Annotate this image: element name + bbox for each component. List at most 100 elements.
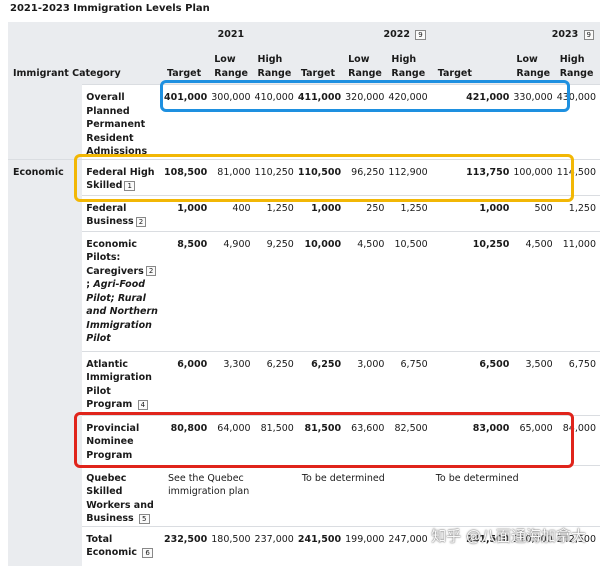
cell: 112,900: [388, 158, 432, 195]
cell: 410,000: [254, 84, 298, 159]
table-row-federal-business: Federal Business 2 1,000 400 1,250 1,000 …: [8, 194, 600, 231]
subcol-high: High Range: [556, 48, 600, 85]
cell: 110,500: [297, 158, 346, 195]
cell: 108,500: [163, 158, 212, 195]
cell: 65,000: [513, 414, 557, 465]
cell: 113,750: [431, 158, 514, 195]
cell: 1,250: [388, 194, 432, 231]
cell: 330,000: [513, 84, 557, 159]
cell: 6,000: [163, 350, 212, 415]
table-row-federal-high-skilled: Economic Federal High Skilled 1 108,500 8…: [8, 158, 600, 195]
cell: 64,000: [211, 414, 255, 465]
sort-icon[interactable]: 9: [583, 29, 594, 40]
row-label: Provincial Nominee Program: [82, 414, 164, 465]
cell: 80,800: [163, 414, 212, 465]
quebec-plan-link[interactable]: See the Quebec immigration plan: [163, 464, 298, 526]
cell: 114,500: [556, 158, 600, 195]
cell: 180,500: [211, 525, 255, 566]
row-label: Economic Pilots: Caregivers 2; Agri-Food …: [82, 230, 164, 351]
cell: 81,500: [254, 414, 298, 465]
cell: 4,500: [513, 230, 557, 351]
cell: 237,000: [254, 525, 298, 566]
row-label: Atlantic Immigration Pilot Program 4: [82, 350, 164, 415]
cell: 320,000: [345, 84, 389, 159]
cell: 6,250: [254, 350, 298, 415]
cell: 4,900: [211, 230, 255, 351]
subcol-target: Target: [431, 48, 514, 85]
cell: 6,250: [297, 350, 346, 415]
footnote-link[interactable]: 6: [142, 547, 153, 558]
subcol-high: High Range: [388, 48, 432, 85]
footnote-link[interactable]: 2: [145, 266, 157, 276]
table-row-quebec: Quebec Skilled Workers and Business 5 Se…: [8, 464, 600, 526]
cell: 3,000: [345, 350, 389, 415]
subcol-low: Low Range: [513, 48, 557, 85]
cell: 6,750: [556, 350, 600, 415]
cell: 6,500: [431, 350, 514, 415]
cell: 401,000: [163, 84, 212, 159]
subcol-low: Low Range: [211, 48, 255, 85]
cell: 81,000: [211, 158, 255, 195]
subcol-low: Low Range: [345, 48, 389, 85]
table-row-provincial-nominee: Provincial Nominee Program 80,800 64,000…: [8, 414, 600, 465]
subcol-target: Target: [163, 48, 212, 85]
cell: 1,250: [556, 194, 600, 231]
cell: 63,600: [345, 414, 389, 465]
header-year-2021: 2021: [163, 22, 298, 48]
cell: 1,000: [431, 194, 514, 231]
cell: 500: [513, 194, 557, 231]
header-year-2022: 2022 9: [297, 22, 432, 48]
cell: 3,300: [211, 350, 255, 415]
cell: 250: [345, 194, 389, 231]
subcol-high: High Range: [254, 48, 298, 85]
cell: 411,000: [297, 84, 346, 159]
cell: 430,000: [556, 84, 600, 159]
cell: 241,500: [297, 525, 346, 566]
table-row-atlantic-pilot: Atlantic Immigration Pilot Program 4 6,0…: [8, 350, 600, 415]
cell: 232,500: [163, 525, 212, 566]
cell: 110,250: [254, 158, 298, 195]
cell: 8,500: [163, 230, 212, 351]
cell: 6,750: [388, 350, 432, 415]
cell: To be determined: [431, 464, 600, 526]
footnote-link[interactable]: 1: [124, 180, 135, 191]
cell: 420,000: [388, 84, 432, 159]
cell: 84,000: [556, 414, 600, 465]
header-category: Immigrant Category: [8, 22, 164, 85]
cell: 9,250: [254, 230, 298, 351]
cell: 96,250: [345, 158, 389, 195]
cell: 11,000: [556, 230, 600, 351]
cell: To be determined: [297, 464, 432, 526]
row-label: Total Economic 6: [82, 525, 164, 566]
cell: 1,000: [163, 194, 212, 231]
table-row-overall: Overall Planned Permanent Resident Admis…: [8, 84, 600, 159]
row-label: Federal Business 2: [82, 194, 164, 231]
table-caption: 2021-2023 Immigration Levels Plan: [10, 3, 210, 14]
cell: 100,000: [513, 158, 557, 195]
footnote-link[interactable]: 2: [135, 216, 147, 227]
header-year-2023: 2023 9: [431, 22, 600, 48]
row-label: Quebec Skilled Workers and Business 5: [82, 464, 164, 526]
watermark: 知乎 @八面通海加拿大: [431, 527, 586, 545]
immigration-levels-table: Immigrant Category 2021 2022 9 2023 9 Ta…: [8, 22, 600, 566]
row-label: Federal High Skilled 1: [82, 158, 164, 195]
sort-icon[interactable]: 9: [415, 29, 426, 40]
row-label: Overall Planned Permanent Resident Admis…: [82, 84, 164, 159]
cell: 247,000: [388, 525, 432, 566]
table-row-economic-pilots: Economic Pilots: Caregivers 2; Agri-Food …: [8, 230, 600, 351]
cell: 199,000: [345, 525, 389, 566]
cell: 1,250: [254, 194, 298, 231]
cell: 4,500: [345, 230, 389, 351]
footnote-link[interactable]: 4: [137, 399, 149, 410]
cell: 400: [211, 194, 255, 231]
cell: 1,000: [297, 194, 346, 231]
footnote-link[interactable]: 5: [139, 513, 150, 524]
cell: 421,000: [431, 84, 514, 159]
cell: 82,500: [388, 414, 432, 465]
cell: 300,000: [211, 84, 255, 159]
cell: 10,250: [431, 230, 514, 351]
cell: 3,500: [513, 350, 557, 415]
cell: 10,500: [388, 230, 432, 351]
category-economic: Economic: [8, 158, 83, 195]
cell: 10,000: [297, 230, 346, 351]
